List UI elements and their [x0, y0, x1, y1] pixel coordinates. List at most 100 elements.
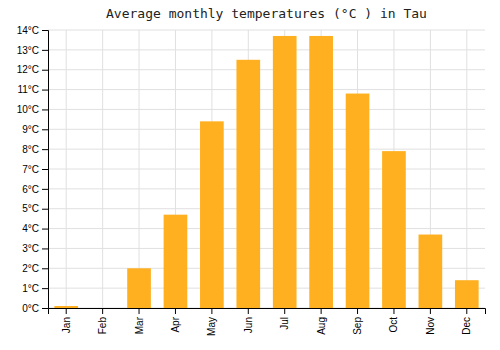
- y-tick-label: 4°C: [22, 223, 39, 234]
- y-tick-mark: [42, 189, 48, 190]
- y-tick-label: 2°C: [22, 263, 39, 274]
- x-tick-mark: [357, 308, 358, 314]
- y-tick: 8°C: [22, 144, 48, 155]
- x-tick-mark: [430, 308, 431, 314]
- y-tick-label: 8°C: [22, 144, 39, 155]
- bars: [54, 36, 478, 308]
- x-tick-label: Apr: [170, 316, 181, 332]
- y-tick-mark: [42, 209, 48, 210]
- y-grid-line: [48, 188, 485, 189]
- y-tick: 12°C: [17, 64, 48, 75]
- bar: [91, 308, 115, 309]
- bar: [164, 215, 188, 308]
- bar: [419, 235, 443, 308]
- x-tick-label: Aug: [316, 317, 327, 335]
- y-tick: 7°C: [22, 164, 48, 175]
- bar: [236, 60, 260, 308]
- x-tick: Dec: [461, 308, 472, 335]
- x-tick: Mar: [134, 308, 145, 334]
- x-tick-label: Jun: [243, 317, 254, 333]
- y-grid-line: [48, 129, 485, 130]
- y-grid-line: [48, 89, 485, 90]
- bar: [455, 280, 479, 308]
- y-tick: 6°C: [22, 184, 48, 195]
- y-tick-mark: [42, 268, 48, 269]
- x-grid-line: [139, 30, 140, 308]
- y-tick-mark: [42, 129, 48, 130]
- y-tick-label: 10°C: [17, 104, 39, 115]
- y-tick: 9°C: [22, 124, 48, 135]
- x-tick: Jan: [61, 308, 72, 333]
- x-tick-label: Mar: [134, 316, 145, 334]
- x-tick-label: Dec: [461, 317, 472, 335]
- x-tick: Jul: [279, 308, 290, 330]
- y-tick: 10°C: [17, 104, 48, 115]
- y-tick-mark: [42, 30, 48, 31]
- y-grid-line: [48, 169, 485, 170]
- x-tick: Jun: [243, 308, 254, 333]
- y-grid-line: [48, 30, 485, 31]
- y-tick: 4°C: [22, 223, 48, 234]
- x-grid-line: [466, 30, 467, 308]
- y-tick-label: 1°C: [22, 283, 39, 294]
- x-tick-mark: [466, 308, 467, 314]
- y-tick-label: 5°C: [22, 203, 39, 214]
- y-grid-line: [48, 69, 485, 70]
- y-tick: 1°C: [22, 283, 48, 294]
- y-tick-label: 13°C: [17, 45, 39, 56]
- bar: [54, 306, 78, 308]
- y-tick-label: 11°C: [17, 84, 39, 95]
- x-tick-label: May: [206, 317, 217, 336]
- grid: [48, 30, 485, 308]
- x-tick-mark: [211, 308, 212, 314]
- x-tick-mark: [66, 308, 67, 314]
- y-grid-line: [48, 149, 485, 150]
- y-tick: 3°C: [22, 243, 48, 254]
- y-tick-label: 9°C: [22, 124, 39, 135]
- y-tick: 11°C: [17, 84, 48, 95]
- plot-area: JanFebMarAprMayJunJulAugSepOctNovDec0°C1…: [17, 25, 486, 336]
- x-grid-line: [66, 30, 67, 308]
- x-tick-mark: [139, 308, 140, 314]
- y-axis: 0°C 1°C 2°C 3°C 4°C 5°C 6°C 7°C 8°C 9°C 10°C 11°C 12…: [17, 25, 49, 314]
- y-tick-label: 12°C: [17, 64, 39, 75]
- y-grid-line: [48, 49, 485, 50]
- x-tick-mark: [284, 308, 285, 314]
- y-grid-line: [48, 208, 485, 209]
- y-tick-mark: [42, 109, 48, 110]
- x-grid-line: [102, 30, 103, 308]
- x-tick: Oct: [388, 308, 399, 333]
- x-tick-mark: [321, 308, 322, 314]
- y-tick-mark: [42, 308, 48, 309]
- y-tick-label: 14°C: [17, 25, 39, 36]
- y-tick-mark: [42, 288, 48, 289]
- y-tick-mark: [42, 70, 48, 71]
- x-tick-mark: [248, 308, 249, 314]
- y-tick: 0°C: [22, 303, 48, 314]
- y-tick: 13°C: [17, 45, 48, 56]
- x-tick-mark: [102, 308, 103, 314]
- y-tick-mark: [42, 90, 48, 91]
- x-tick-label: Jul: [279, 317, 290, 330]
- y-tick-mark: [42, 248, 48, 249]
- x-tick: Feb: [97, 308, 108, 334]
- y-tick-label: 6°C: [22, 184, 39, 195]
- x-tick-label: Jan: [61, 317, 72, 333]
- chart-container: JanFebMarAprMayJunJulAugSepOctNovDec0°C1…: [0, 0, 500, 350]
- y-tick-label: 0°C: [22, 303, 39, 314]
- title: Average monthly temperatures (°C ) in Ta…: [106, 6, 427, 21]
- x-tick: Sep: [352, 308, 363, 335]
- y-tick-mark: [42, 50, 48, 51]
- bar: [346, 94, 370, 308]
- bar: [382, 151, 406, 308]
- x-tick-mark: [393, 308, 394, 314]
- y-tick-mark: [42, 229, 48, 230]
- x-tick-label: Sep: [352, 317, 363, 335]
- y-tick: 14°C: [17, 25, 48, 36]
- bar: [273, 36, 297, 308]
- x-tick: Apr: [170, 308, 181, 333]
- y-tick-mark: [42, 169, 48, 170]
- y-tick: 2°C: [22, 263, 48, 274]
- y-tick-label: 3°C: [22, 243, 39, 254]
- y-tick-mark: [42, 149, 48, 150]
